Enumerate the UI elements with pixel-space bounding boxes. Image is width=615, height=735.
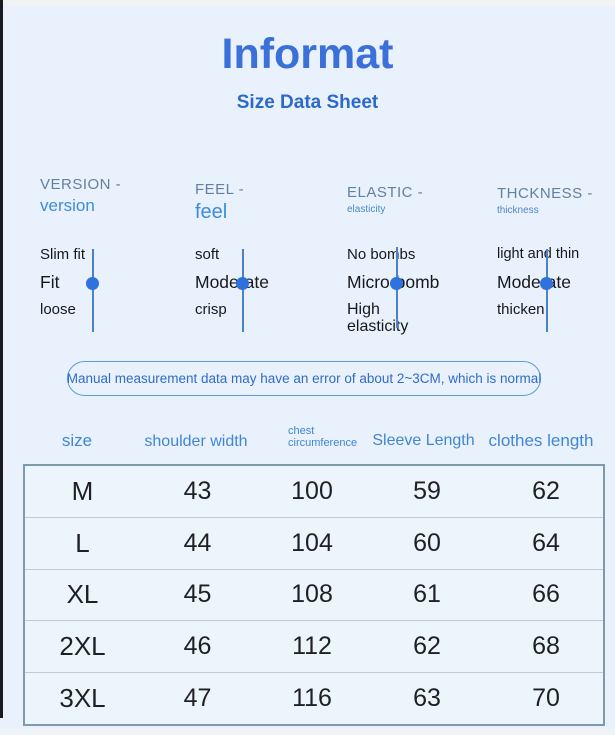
table-row: 3XL 47 116 63 70	[25, 672, 603, 724]
attribute-sublabel: thickness	[497, 205, 539, 216]
measurement-note: Manual measurement data may have an erro…	[67, 361, 541, 396]
table-header-chest-circumference: chest circumference	[288, 425, 358, 449]
size-cell: XL	[66, 579, 99, 610]
attribute-option: thicken	[497, 301, 545, 318]
chest-cell: 112	[292, 632, 332, 661]
clothes-cell: 62	[532, 476, 560, 505]
table-row: M 43 100 59 62	[25, 466, 603, 517]
sleeve-cell: 61	[413, 580, 441, 609]
size-table: M 43 100 59 62 L 44 104 60 64 XL 45 108 …	[23, 464, 605, 726]
slider-handle[interactable]	[86, 277, 99, 290]
clothes-cell: 70	[532, 684, 560, 713]
table-row: L 44 104 60 64	[25, 516, 603, 569]
left-edge-artifact	[0, 0, 3, 718]
slider-track	[92, 249, 94, 332]
attribute-option-selected: Moderate	[195, 272, 269, 292]
size-cell: M	[71, 475, 94, 506]
table-row: 2XL 46 112 62 68	[25, 620, 603, 672]
attribute-column-feel: FEEL - feel	[195, 181, 345, 224]
attribute-label: ELASTIC -	[347, 184, 424, 201]
chest-cell: 108	[291, 580, 333, 609]
table-header-size: size	[61, 431, 93, 450]
page-subtitle: Size Data Sheet	[236, 92, 379, 113]
attribute-label: THCKNESS -	[497, 185, 593, 202]
attribute-label: VERSION -	[40, 176, 122, 193]
attribute-option: crisp	[195, 301, 227, 318]
shoulder-cell: 47	[183, 684, 212, 713]
clothes-cell: 64	[532, 528, 560, 557]
attribute-sublabel: feel	[195, 201, 228, 223]
attribute-column-thickness: THCKNESS - thickness	[497, 185, 615, 216]
size-cell: 2XL	[59, 631, 106, 662]
attribute-option: Slim fit	[40, 246, 85, 263]
attribute-label: FEEL -	[195, 181, 245, 198]
shoulder-cell: 46	[183, 632, 212, 661]
clothes-cell: 66	[532, 580, 560, 609]
sleeve-cell: 62	[413, 632, 441, 661]
table-header-clothes-length: clothes length	[488, 431, 594, 450]
attribute-sublabel: elasticity	[347, 204, 386, 215]
attribute-option-selected: Fit	[40, 272, 60, 292]
slider-handle[interactable]	[390, 277, 403, 290]
attribute-option: light and thin	[497, 246, 580, 262]
slider-track	[546, 249, 548, 332]
slider-handle[interactable]	[236, 277, 249, 290]
size-cell: L	[75, 527, 90, 558]
top-edge-artifact	[0, 0, 615, 6]
sleeve-cell: 60	[413, 528, 441, 557]
clothes-cell: 68	[532, 632, 560, 661]
chest-cell: 104	[291, 528, 333, 557]
attribute-option: soft	[195, 246, 220, 263]
bottom-edge-artifact	[0, 728, 615, 735]
attribute-column-version: VERSION - version	[40, 176, 190, 216]
shoulder-cell: 44	[183, 528, 212, 557]
shoulder-cell: 45	[183, 580, 212, 609]
chest-cell: 116	[292, 684, 332, 713]
page-title: Informat	[221, 30, 394, 78]
sleeve-cell: 59	[413, 476, 441, 505]
size-cell: 3XL	[59, 683, 106, 714]
sleeve-cell: 63	[413, 684, 441, 713]
attribute-option: No bombs	[347, 246, 416, 263]
table-header-shoulder-width: shoulder width	[144, 433, 248, 450]
shoulder-cell: 43	[183, 476, 212, 505]
slider-handle[interactable]	[540, 277, 553, 290]
chest-cell: 100	[291, 476, 333, 505]
attribute-sublabel: version	[40, 196, 95, 215]
table-row: XL 45 108 61 66	[25, 568, 603, 621]
attribute-option: loose	[40, 301, 76, 318]
slider-track	[242, 249, 244, 332]
attribute-option-selected: Moderate	[497, 272, 571, 292]
table-header-sleeve-length: Sleeve Length	[372, 432, 475, 449]
attribute-column-elasticity: ELASTIC - elasticity	[347, 184, 497, 215]
attribute-option: High elasticity	[347, 301, 409, 335]
